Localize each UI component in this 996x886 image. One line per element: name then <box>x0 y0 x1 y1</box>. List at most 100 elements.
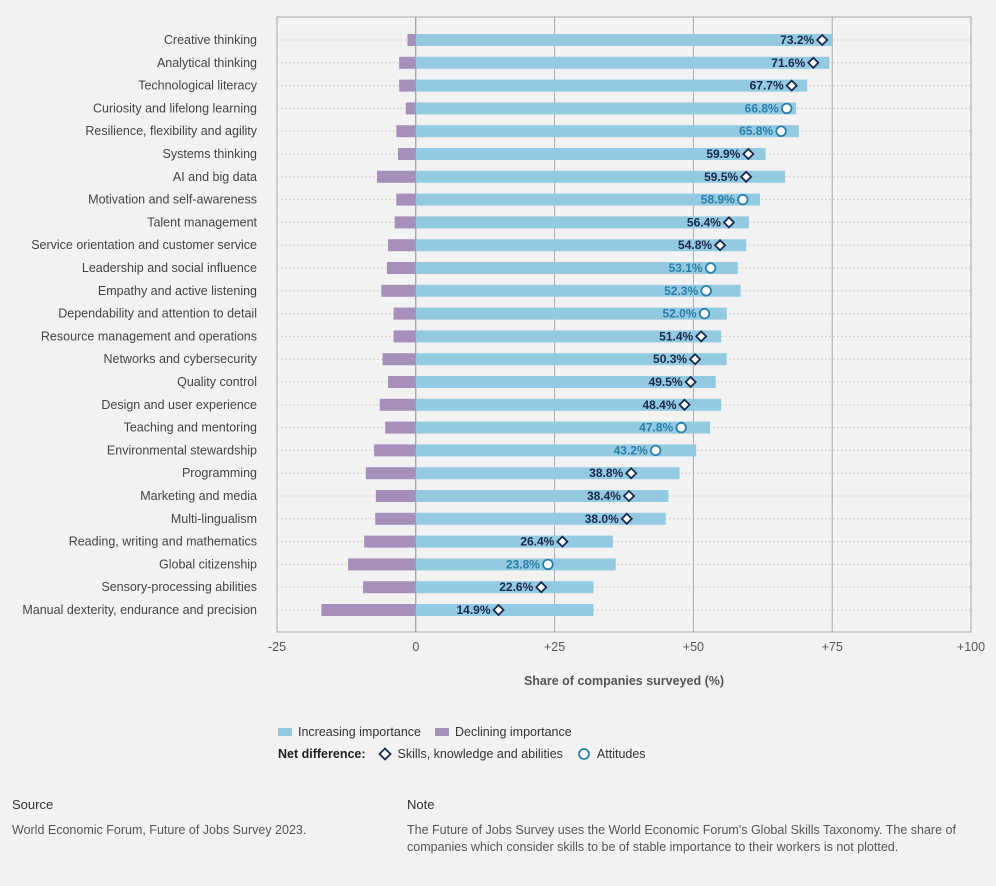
increasing-bar <box>415 102 797 115</box>
net-difference-label: 56.4% <box>687 215 721 229</box>
x-tick-label: -25 <box>268 640 286 654</box>
declining-bar <box>385 421 416 434</box>
skills-diamond-marker <box>556 535 569 548</box>
source-heading: Source <box>12 797 54 812</box>
x-axis-ticks: -25 0 +25 +50 +75 +100 <box>268 640 985 654</box>
legend-increasing-label: Increasing importance <box>298 725 421 739</box>
net-difference-label: 38.0% <box>585 512 619 526</box>
net-difference-label: 52.0% <box>662 307 696 321</box>
skills-diamond-marker <box>742 147 755 161</box>
legend-skills-label: Skills, knowledge and abilities <box>397 747 563 761</box>
x-tick-label: 0 <box>412 640 419 654</box>
attitudes-circle-marker <box>542 558 554 571</box>
category-labels: Creative thinking Analytical thinking Tech… <box>22 33 257 617</box>
increasing-bar <box>415 421 711 434</box>
category-label: Creative thinking <box>164 33 257 47</box>
attitudes-circle-marker <box>649 444 662 457</box>
category-label: Curiosity and lifelong learning <box>93 101 257 115</box>
x-axis-label: Share of companies surveyed (%) <box>524 674 724 688</box>
category-label: Motivation and self-awareness <box>88 193 257 207</box>
increasing-bar <box>415 353 727 366</box>
net-difference-labels: 73.2% 71.6% 67.7% 66.8% 65.8% 59.9% 59.5% 58.9%… <box>456 33 814 617</box>
net-difference-label: 38.4% <box>587 489 621 503</box>
category-label: Manual dexterity, endurance and precisio… <box>22 603 257 617</box>
skills-diamond-marker <box>713 238 727 252</box>
declining-bar <box>399 79 416 92</box>
net-difference-label: 52.3% <box>664 284 698 298</box>
net-difference-label: 73.2% <box>780 33 814 47</box>
declining-bar <box>396 193 416 206</box>
category-label: Empathy and active listening <box>98 284 257 298</box>
category-label: Reading, writing and mathematics <box>69 535 257 549</box>
gridlines <box>277 17 971 632</box>
attitudes-circle-marker <box>675 421 687 434</box>
category-label: Systems thinking <box>163 147 258 161</box>
increasing-swatch <box>278 728 292 736</box>
net-difference-label: 50.3% <box>653 352 687 366</box>
declining-bar <box>398 148 416 160</box>
increasing-bar <box>415 148 766 160</box>
legend-declining-label: Declining importance <box>454 725 572 739</box>
net-difference-label: 65.8% <box>739 124 773 138</box>
increasing-bar <box>415 239 747 252</box>
declining-swatch <box>434 728 449 736</box>
net-difference-label: 67.7% <box>750 79 784 93</box>
category-label: AI and big data <box>173 170 257 184</box>
skills-importance-chart: Creative thinking Analytical thinking Tech… <box>22 16 985 688</box>
net-difference-label: 26.4% <box>520 535 554 549</box>
declining-bar <box>375 512 416 525</box>
increasing-bar <box>415 170 786 183</box>
increasing-bar <box>415 330 722 343</box>
increasing-bar <box>415 444 697 457</box>
legend-bars-row: Increasing importance Declining importan… <box>278 722 660 742</box>
increasing-bar <box>415 125 799 138</box>
category-label: Dependability and attention to detail <box>58 307 257 321</box>
increasing-bar <box>415 535 613 548</box>
circle-marker-icon <box>578 748 590 760</box>
net-difference-label: 53.1% <box>669 261 703 275</box>
declining-bar <box>363 581 416 594</box>
category-label: Environmental stewardship <box>107 443 257 457</box>
declining-bar <box>399 56 416 69</box>
skills-diamond-marker <box>620 512 634 526</box>
category-label: Resource management and operations <box>41 329 257 343</box>
declining-bar <box>382 353 416 366</box>
net-difference-label: 43.2% <box>614 443 648 457</box>
category-label: Resilience, flexibility and agility <box>85 124 257 138</box>
declining-bar <box>388 239 416 252</box>
net-difference-markers <box>492 33 829 617</box>
net-difference-label: 14.9% <box>456 603 490 617</box>
declining-bar <box>364 535 416 548</box>
declining-bar <box>381 284 416 297</box>
skills-diamond-marker <box>678 398 691 412</box>
declining-bar <box>393 330 416 343</box>
net-difference-label: 49.5% <box>649 375 683 389</box>
net-difference-label: 22.6% <box>499 580 533 594</box>
increasing-bar <box>415 558 616 571</box>
legend-item-declining: Declining importance <box>434 725 572 739</box>
net-difference-label: 71.6% <box>771 56 805 70</box>
increasing-bar <box>415 34 833 46</box>
net-difference-label: 54.8% <box>678 238 712 252</box>
attitudes-circle-marker <box>775 125 787 137</box>
skills-diamond-marker <box>785 79 798 92</box>
net-difference-label: 23.8% <box>506 557 540 571</box>
x-tick-label: +75 <box>822 640 843 654</box>
category-label: Analytical thinking <box>157 56 257 70</box>
skills-diamond-marker <box>535 580 548 594</box>
net-difference-label: 51.4% <box>659 329 693 343</box>
declining-bar <box>375 490 416 502</box>
increasing-bar <box>415 193 761 206</box>
attitudes-circle-marker <box>700 285 712 297</box>
source-text: World Economic Forum, Future of Jobs Sur… <box>12 823 307 837</box>
declining-bar <box>321 604 416 616</box>
skills-diamond-marker <box>492 603 505 617</box>
category-label: Teaching and mentoring <box>124 421 257 435</box>
legend-markers-row: Net difference: Skills, knowledge and ab… <box>278 744 660 764</box>
net-difference-label: 59.9% <box>706 147 740 161</box>
increasing-bar <box>415 284 741 297</box>
declining-bar <box>388 376 416 388</box>
net-difference-label: 59.5% <box>704 170 738 184</box>
attitudes-circle-marker <box>704 262 717 274</box>
legend-item-increasing: Increasing importance <box>278 725 421 739</box>
